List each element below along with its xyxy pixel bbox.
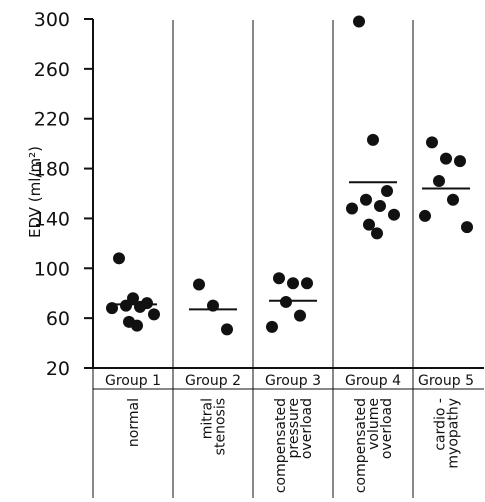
data-point <box>131 319 143 332</box>
data-point <box>148 308 160 321</box>
data-point <box>419 209 431 222</box>
y-tick-label: 260 <box>34 59 70 81</box>
data-point <box>134 300 146 313</box>
data-point <box>371 227 383 240</box>
data-point <box>433 175 445 188</box>
y-tick-label: 100 <box>34 258 70 280</box>
y-axis-label: EDV (ml/m²) <box>26 146 44 238</box>
data-point <box>273 272 285 285</box>
data-point <box>374 199 386 212</box>
data-point <box>367 133 379 146</box>
y-tick-label: 220 <box>34 109 70 131</box>
data-point <box>447 193 459 206</box>
data-point <box>381 185 393 198</box>
data-point <box>294 309 306 322</box>
group-label: Group 3 <box>265 373 321 389</box>
group-label: Group 2 <box>185 373 241 389</box>
group-separators <box>92 20 484 498</box>
group-label: Group 4 <box>345 373 401 389</box>
group-description-line: myopathy <box>446 398 462 469</box>
axes: 20 60 100 140 180 220 260 300 <box>34 9 484 380</box>
y-tick-label: 20 <box>46 358 70 380</box>
group-label: Group 5 <box>418 373 474 389</box>
data-point <box>280 295 292 308</box>
data-point <box>426 136 438 149</box>
group-description-line: stenosis <box>213 398 229 455</box>
data-point <box>301 277 313 290</box>
data-point <box>363 218 375 231</box>
data-point <box>113 252 125 265</box>
group-description-line: normal <box>126 398 142 447</box>
y-tick-label: 180 <box>34 159 70 181</box>
group-description-line: overload <box>379 398 395 459</box>
y-tick-label: 60 <box>46 308 70 330</box>
group-description-line: compensated <box>353 398 369 493</box>
y-tick-label: 140 <box>34 208 70 230</box>
data-point <box>440 152 452 165</box>
data-point <box>120 299 132 312</box>
group-description-line: pressure <box>286 398 302 458</box>
data-point <box>266 320 278 333</box>
data-point <box>360 193 372 206</box>
group-description-line: compensated <box>273 398 289 493</box>
y-tick-label: 300 <box>34 9 70 31</box>
data-point <box>353 15 365 28</box>
data-point <box>193 278 205 291</box>
group-description-line: mitral <box>200 398 216 439</box>
data-point <box>221 323 233 336</box>
data-point <box>461 221 473 234</box>
data-point <box>346 202 358 215</box>
data-marks <box>106 15 473 336</box>
group-label: Group 1 <box>105 373 161 389</box>
group-description-line: cardio - <box>433 398 449 451</box>
group-description-line: overload <box>299 398 315 459</box>
data-point <box>454 155 466 168</box>
data-point <box>388 208 400 221</box>
data-point <box>127 292 139 305</box>
data-point <box>287 277 299 290</box>
group-description-line: volume <box>366 398 382 450</box>
